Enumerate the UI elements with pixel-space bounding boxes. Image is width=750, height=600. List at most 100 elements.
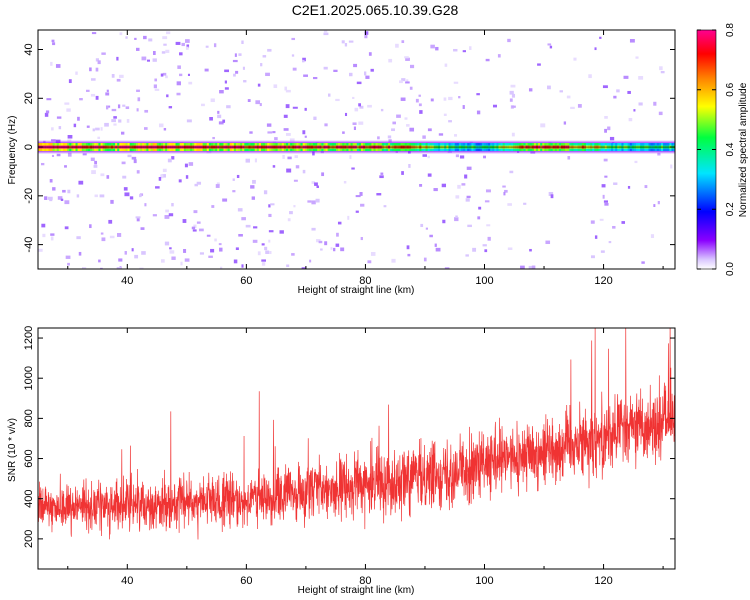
noise-speck [287,156,292,160]
y-tick-label: 600 [23,449,35,467]
noise-speck [528,265,533,269]
noise-speck [243,80,247,83]
noise-speck [370,252,376,256]
noise-speck [179,52,183,56]
noise-speck [91,170,96,175]
noise-speck [425,227,428,230]
noise-speck [146,59,151,62]
noise-speck [523,202,527,205]
noise-speck [95,67,99,72]
x-tick-label: 80 [359,275,371,287]
noise-speck [79,98,83,101]
noise-speck [82,153,87,156]
noise-speck [46,98,52,101]
noise-speck [638,102,643,106]
noise-speck [423,257,427,262]
noise-speck [465,198,470,202]
noise-speck [333,69,338,72]
noise-speck [235,70,239,74]
noise-speck [76,236,81,240]
noise-speck [89,67,92,72]
noise-speck [241,264,244,268]
y-tick-label: 200 [23,530,35,548]
x-tick-label: 120 [594,575,612,587]
noise-speck [453,48,458,52]
noise-speck [492,104,497,108]
noise-speck [217,110,220,114]
noise-speck [261,262,266,266]
noise-speck [406,79,409,83]
noise-speck [284,86,288,91]
noise-speck [192,229,197,232]
noise-speck [45,110,50,114]
noise-speck [219,247,223,252]
noise-speck [409,64,415,69]
noise-speck [252,239,258,243]
noise-speck [139,267,144,269]
noise-speck [52,187,56,191]
y-tick-label: 20 [23,92,35,104]
noise-speck [58,126,62,130]
noise-speck [133,159,137,164]
noise-speck [547,43,552,46]
noise-speck [141,56,147,61]
noise-speck [604,175,608,178]
noise-speck [51,39,55,43]
noise-speck [257,83,261,87]
noise-speck [95,95,99,100]
noise-speck [279,230,284,234]
noise-speck [268,204,271,208]
noise-speck [155,186,160,189]
y-tick-label: 0 [23,144,35,150]
snr-series-line [38,328,675,540]
noise-speck [134,37,137,40]
spectrogram-y-axis-label: Frequency (Hz) [7,116,18,185]
noise-speck [511,93,516,98]
noise-speck [638,76,644,80]
noise-speck [604,128,608,133]
noise-speck [121,161,126,165]
noise-speck [285,89,291,93]
noise-speck [302,130,306,135]
noise-speck [141,251,146,255]
noise-speck [635,56,639,59]
noise-speck [199,252,204,255]
noise-speck [359,192,363,196]
noise-speck [237,208,243,212]
noise-speck [545,240,551,245]
noise-speck [608,241,612,244]
noise-speck [111,119,116,123]
y-tick-label: -40 [23,237,35,253]
noise-speck [434,243,437,247]
noise-speck [139,194,142,198]
noise-speck [653,101,657,106]
noise-speck [125,36,128,39]
noise-speck [94,194,98,198]
noise-speck [321,172,325,177]
noise-speck [603,158,608,162]
noise-speck [268,239,271,243]
noise-speck [419,110,423,114]
noise-speck [249,131,253,134]
noise-speck [612,225,616,229]
noise-speck [659,66,663,71]
noise-speck [650,234,655,238]
noise-speck [113,116,117,119]
noise-speck [194,183,198,187]
noise-speck [348,40,354,43]
noise-speck [166,31,171,35]
noise-speck [65,255,71,259]
noise-speck [117,104,121,109]
noise-speck [401,40,405,44]
noise-speck [185,175,189,179]
noise-speck [100,127,103,131]
noise-speck [459,155,465,159]
noise-speck [260,63,263,67]
noise-speck [349,72,353,77]
snr-x-axis-label: Height of straight line (km) [298,585,415,596]
noise-speck [405,57,410,61]
noise-speck [356,81,362,85]
noise-speck [168,213,174,217]
noise-speck [484,200,490,203]
noise-speck [368,52,372,56]
